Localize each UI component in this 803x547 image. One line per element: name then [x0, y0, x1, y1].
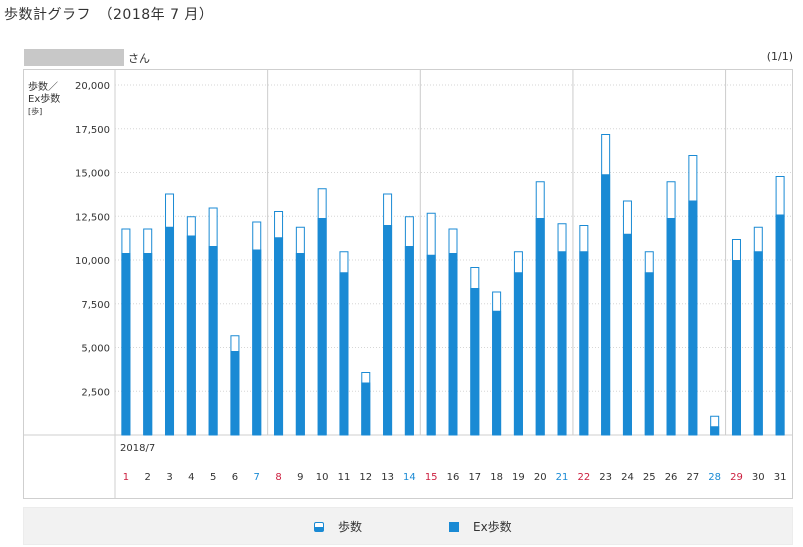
y-tick-label: 10,000	[75, 256, 110, 267]
x-tick-label: 1	[123, 472, 129, 483]
ex-step-bar	[383, 225, 393, 435]
x-tick-label: 2	[145, 472, 151, 483]
x-tick-label: 29	[730, 472, 743, 483]
x-tick-label: 3	[166, 472, 172, 483]
ex-step-bar	[688, 200, 698, 435]
x-tick-label: 30	[752, 472, 765, 483]
x-tick-label: 8	[275, 472, 281, 483]
x-tick-label: 31	[774, 472, 787, 483]
x-tick-label: 18	[490, 472, 503, 483]
legend-label-ex-steps: Ex歩数	[473, 520, 512, 534]
x-tick-label: 11	[338, 472, 351, 483]
ex-step-bar	[775, 214, 785, 435]
x-tick-label: 20	[534, 472, 547, 483]
bars-layer	[121, 134, 785, 436]
y-tick-label: 17,500	[75, 125, 110, 136]
ex-step-bar	[492, 310, 502, 435]
ex-step-bar	[121, 253, 131, 435]
ex-step-bar	[644, 272, 654, 435]
outlined-bar-icon	[314, 522, 324, 532]
y-tick-label: 5,000	[81, 344, 110, 355]
legend: 歩数 Ex歩数	[23, 507, 793, 545]
y-axis-title: Ex歩数	[28, 92, 60, 105]
ex-step-bar	[710, 426, 720, 435]
page-indicator: (1/1)	[766, 50, 793, 63]
y-tick-label: 15,000	[75, 169, 110, 180]
x-tick-label: 4	[188, 472, 194, 483]
x-tick-label: 7	[254, 472, 260, 483]
x-tick-label: 27	[687, 472, 700, 483]
user-name-redacted	[24, 49, 124, 66]
ex-step-bar	[361, 382, 371, 435]
ex-step-bar	[252, 249, 262, 435]
y-tick-label: 2,500	[81, 387, 110, 398]
filled-square-icon	[449, 522, 459, 532]
ex-step-bar	[230, 351, 240, 435]
y-tick-label: 12,500	[75, 212, 110, 223]
ex-step-bar	[753, 251, 763, 435]
x-tick-label: 16	[447, 472, 460, 483]
ex-step-bar	[295, 253, 305, 435]
x-tick-label: 15	[425, 472, 438, 483]
x-tick-label: 23	[599, 472, 612, 483]
ex-step-bar	[404, 246, 414, 435]
user-suffix: さん	[128, 52, 150, 65]
y-tick-label: 7,500	[81, 300, 110, 311]
x-tick-label: 14	[403, 472, 416, 483]
x-tick-label: 9	[297, 472, 303, 483]
month-label: 2018/7	[120, 443, 155, 454]
y-tick-label: 20,000	[75, 81, 110, 92]
legend-item-ex-steps: Ex歩数	[449, 518, 512, 535]
ex-step-bar	[535, 218, 545, 435]
ex-step-bar	[470, 288, 480, 435]
ex-step-bar	[731, 260, 741, 435]
ex-step-bar	[317, 218, 327, 435]
x-tick-label: 22	[577, 472, 590, 483]
labels-layer: 2,500 5,000 7,500 10,000 12,500 15,000 17,500 2…	[28, 80, 786, 483]
ex-step-bar	[143, 253, 153, 435]
ex-step-bar	[622, 233, 632, 435]
x-tick-label: 26	[665, 472, 678, 483]
x-tick-label: 5	[210, 472, 216, 483]
ex-step-bar	[513, 272, 523, 435]
x-tick-label: 28	[708, 472, 721, 483]
chart-container: 2,500 5,000 7,500 10,000 12,500 15,000 17,500 2…	[23, 69, 793, 499]
x-tick-label: 19	[512, 472, 525, 483]
y-axis-title: [歩]	[28, 106, 42, 116]
ex-step-bar	[448, 253, 458, 435]
y-axis-title: 歩数／	[28, 80, 58, 93]
ex-step-bar	[601, 174, 611, 435]
x-tick-label: 12	[359, 472, 372, 483]
ex-step-bar	[165, 226, 175, 435]
x-tick-label: 25	[643, 472, 656, 483]
ex-step-bar	[557, 251, 567, 435]
page-title: 歩数計グラフ （2018年 7 月）	[4, 7, 214, 23]
x-tick-label: 13	[381, 472, 394, 483]
x-tick-label: 17	[468, 472, 481, 483]
x-tick-label: 21	[556, 472, 569, 483]
ex-step-bar	[274, 237, 284, 435]
ex-step-bar	[579, 251, 589, 435]
x-tick-label: 10	[316, 472, 329, 483]
ex-step-bar	[426, 254, 436, 435]
legend-label-steps: 歩数	[338, 520, 363, 534]
ex-step-bar	[186, 235, 196, 435]
ex-step-bar	[208, 246, 218, 435]
ex-step-bar	[339, 272, 349, 435]
legend-item-steps: 歩数	[314, 518, 362, 535]
x-tick-label: 6	[232, 472, 238, 483]
steps-bar-chart: 2,500 5,000 7,500 10,000 12,500 15,000 17,500 2…	[24, 70, 792, 498]
ex-step-bar	[666, 218, 676, 435]
x-tick-label: 24	[621, 472, 634, 483]
